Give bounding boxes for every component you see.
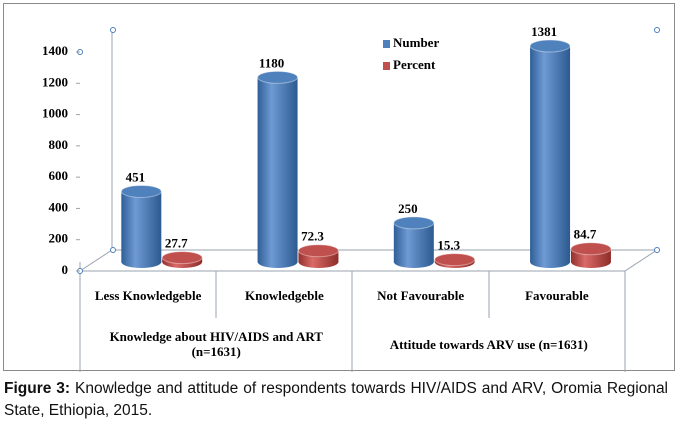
value-label: 27.7 xyxy=(165,236,188,251)
bar xyxy=(161,251,203,268)
x-tick-label: Less Knowledgeble xyxy=(94,287,202,303)
bar-top xyxy=(570,242,612,256)
bar-top xyxy=(257,70,299,84)
value-label: 1381 xyxy=(531,24,557,39)
handle xyxy=(654,247,660,253)
caption-label: Figure 3: xyxy=(4,380,71,397)
x-tick-label: Favourable xyxy=(525,287,589,303)
bar xyxy=(434,253,476,268)
bar-body xyxy=(530,45,571,263)
bar-top xyxy=(393,216,435,230)
bar-top xyxy=(297,244,339,258)
value-label: 15.3 xyxy=(437,238,460,253)
value-label: 250 xyxy=(398,201,418,216)
y-tick-label: 0 xyxy=(62,262,69,277)
y-tick-label: 200 xyxy=(49,231,69,246)
value-label: 451 xyxy=(126,169,146,184)
value-label: 84.7 xyxy=(574,227,597,242)
legend-swatch xyxy=(383,40,390,48)
legend-label: Number xyxy=(393,35,439,50)
bar xyxy=(257,70,299,268)
chart-frame xyxy=(3,3,675,371)
bar-bottom xyxy=(298,256,339,268)
legend-label: Percent xyxy=(393,57,436,72)
bar xyxy=(529,39,571,268)
bar xyxy=(120,184,162,268)
bar xyxy=(297,244,339,268)
bar-top xyxy=(161,251,203,265)
bar-bottom xyxy=(393,256,434,268)
y-tick-label: 1400 xyxy=(42,43,68,58)
bar-bottom xyxy=(257,256,298,268)
value-label: 1180 xyxy=(259,55,284,70)
x-tick-label: Not Favourable xyxy=(377,287,465,303)
handle xyxy=(110,247,116,253)
legend-swatch xyxy=(383,62,390,70)
y-tick-label: 800 xyxy=(49,137,69,152)
bar-top xyxy=(120,184,162,198)
handle xyxy=(654,27,660,33)
bar xyxy=(570,242,612,268)
group-label: Attitude towards ARV use (n=1631) xyxy=(389,336,588,352)
y-tick-label: 1200 xyxy=(42,74,68,89)
bar-body xyxy=(121,191,162,262)
x-tick-label: Knowledgeble xyxy=(245,287,324,303)
handles xyxy=(77,27,660,274)
bar-top xyxy=(434,253,476,267)
bar-top xyxy=(529,39,571,53)
value-label: 72.3 xyxy=(301,229,324,244)
group-label: Knowledge about HIV/AIDS and ART (n=1631… xyxy=(109,329,323,359)
bar-bottom xyxy=(530,256,571,268)
caption: Figure 3: Knowledge and attitude of resp… xyxy=(4,378,668,422)
bar-bottom xyxy=(570,256,611,268)
bar xyxy=(393,216,435,268)
bar-body xyxy=(257,77,298,263)
axes xyxy=(78,30,659,372)
y-tick-label: 400 xyxy=(49,199,69,214)
bar-bottom xyxy=(121,256,162,268)
y-tick-label: 1000 xyxy=(42,106,68,121)
handle xyxy=(110,27,116,33)
bar-body xyxy=(393,222,434,262)
y-tick-label: 600 xyxy=(49,168,69,183)
caption-text: Knowledge and attitude of respondents to… xyxy=(4,380,669,419)
